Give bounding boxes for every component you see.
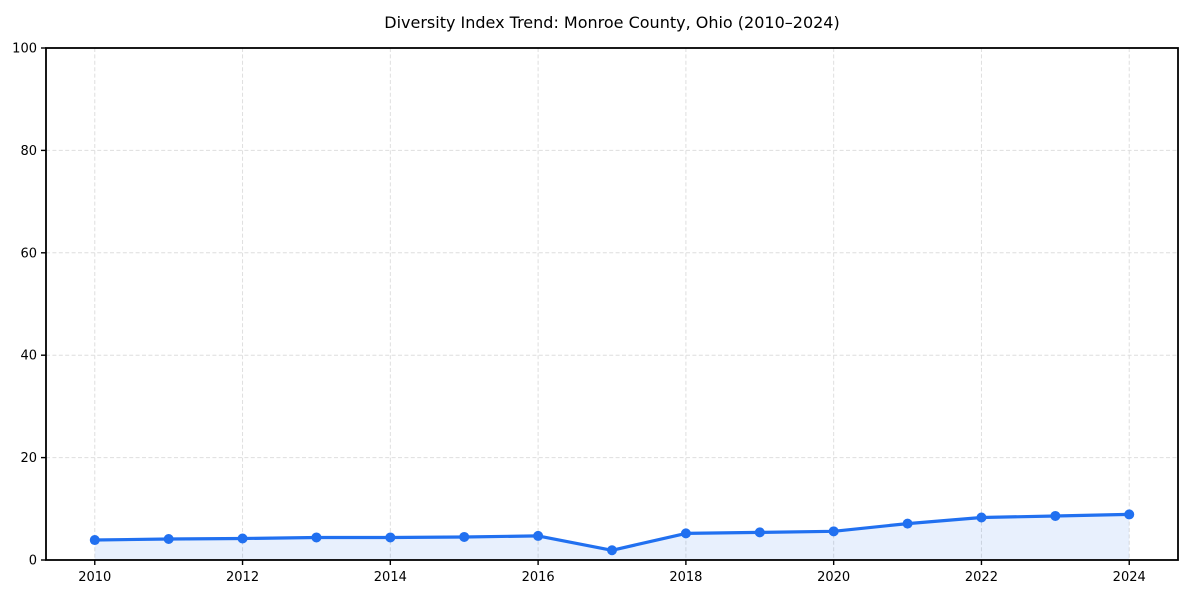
chart-title: Diversity Index Trend: Monroe County, Oh… bbox=[384, 13, 840, 32]
data-point bbox=[311, 532, 322, 543]
data-point bbox=[828, 526, 839, 537]
y-tick-label: 80 bbox=[20, 144, 37, 159]
x-tick-label: 2014 bbox=[374, 570, 407, 585]
x-tick-label: 2024 bbox=[1113, 570, 1146, 585]
y-tick-label: 0 bbox=[29, 554, 37, 569]
x-tick-label: 2020 bbox=[817, 570, 850, 585]
x-tick-label: 2016 bbox=[522, 570, 555, 585]
data-point bbox=[237, 533, 248, 544]
data-point bbox=[1050, 510, 1061, 521]
x-tick-label: 2018 bbox=[669, 570, 702, 585]
y-tick-label: 60 bbox=[20, 246, 37, 261]
x-tick-label: 2012 bbox=[226, 570, 259, 585]
y-tick-label: 40 bbox=[20, 349, 37, 364]
data-point bbox=[533, 530, 544, 541]
data-point bbox=[754, 527, 765, 538]
data-point bbox=[89, 535, 100, 546]
data-point bbox=[902, 518, 913, 529]
data-point bbox=[607, 545, 617, 556]
data-point bbox=[1124, 509, 1135, 520]
y-tick-label: 100 bbox=[12, 42, 37, 57]
plot-border bbox=[45, 47, 1179, 561]
x-tick-label: 2010 bbox=[78, 570, 111, 585]
data-point bbox=[976, 512, 987, 523]
data-point bbox=[163, 534, 174, 545]
y-tick-label: 20 bbox=[20, 451, 37, 466]
x-tick-label: 2022 bbox=[965, 570, 998, 585]
data-point bbox=[385, 532, 396, 543]
area-fill bbox=[94, 514, 1130, 560]
data-point bbox=[459, 531, 470, 542]
data-point bbox=[680, 528, 691, 539]
